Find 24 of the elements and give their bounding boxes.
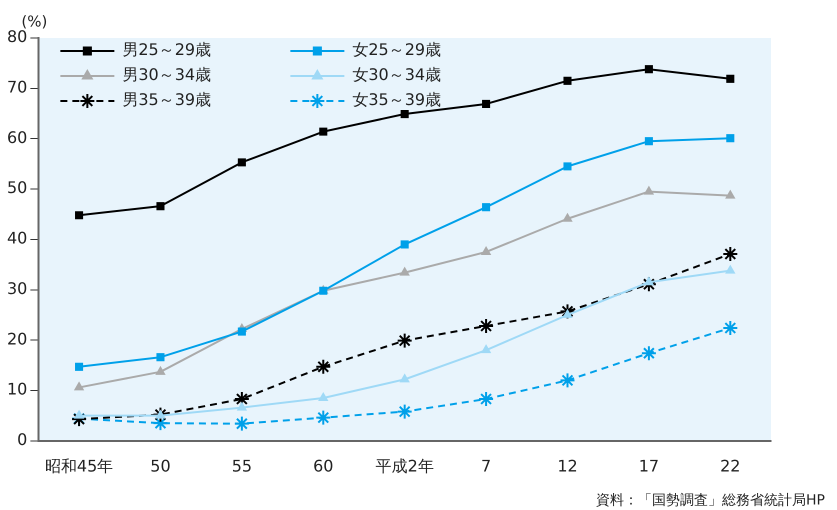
x-tick-label: 12 (557, 456, 578, 476)
y-tick-label: 70 (7, 78, 28, 97)
legend-label: 女25～29歳 (352, 40, 442, 60)
y-tick-label: 0 (17, 430, 28, 449)
y-tick-label: 50 (7, 178, 28, 198)
legend-label: 男25～29歳 (122, 40, 212, 60)
text: 資料：「国勢調査」総務省統計局HP (596, 492, 825, 509)
legend-label: 女35～39歳 (352, 90, 442, 110)
x-tick-label: 昭和45年 (44, 456, 114, 476)
y-tick-label: 30 (7, 278, 28, 298)
y-tick-label: 60 (7, 128, 28, 147)
x-tick-label: 17 (638, 456, 660, 476)
x-tick-label: 50 (150, 456, 171, 476)
y-tick-label: 10 (7, 380, 28, 399)
legend-label: 男30～34歳 (122, 65, 212, 84)
x-tick-label: 55 (232, 456, 252, 476)
legend-label: 女30～34歳 (352, 65, 442, 84)
y-tick-label: 40 (7, 228, 28, 248)
x-tick-label: 平成2年 (376, 456, 434, 476)
x-tick-label: 60 (313, 456, 334, 476)
x-tick-label: 22 (720, 456, 740, 476)
legend-label: 男35～39歳 (122, 90, 212, 110)
y-tick-label: 20 (7, 329, 28, 348)
x-tick-label: 7 (480, 456, 492, 476)
